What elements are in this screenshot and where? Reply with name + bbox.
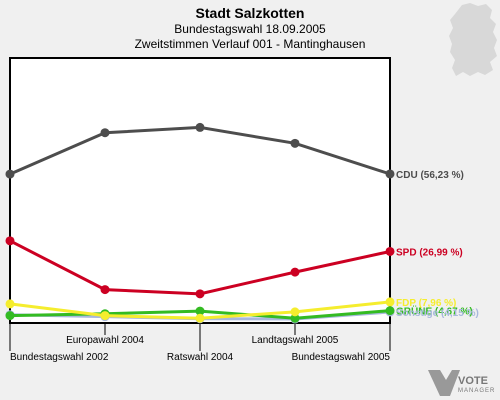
data-point-grüne	[195, 306, 205, 316]
data-point-fdp	[195, 313, 205, 323]
plot-area	[9, 57, 391, 324]
data-point-grüne	[290, 313, 300, 323]
x-tick-label: Bundestagswahl 2002	[10, 352, 109, 363]
data-point-fdp	[290, 307, 300, 317]
series-label-grüne: GRÜNE (4,67 %)	[396, 305, 473, 318]
data-point-spd	[195, 289, 205, 299]
data-point-grüne	[5, 311, 15, 321]
vote-manager-logo-mark	[428, 370, 460, 396]
series-label-spd: SPD (26,99 %)	[396, 247, 463, 258]
series-labels: CDU (56,23 %) SPD (26,99 %) FDP (7,96 %)GR…	[396, 170, 479, 319]
x-tick-label: Landtagswahl 2005	[252, 335, 339, 346]
data-point-cdu	[195, 122, 205, 132]
data-point-fdp	[385, 297, 395, 307]
data-point-spd	[385, 246, 395, 256]
data-point-cdu	[100, 128, 110, 138]
data-point-spd	[100, 285, 110, 295]
data-point-fdp	[100, 311, 110, 321]
germany-map-icon	[449, 3, 497, 76]
series-label-fdp: FDP (7,96 %)	[396, 298, 456, 309]
x-tick-label: Bundestagswahl 2005	[292, 352, 391, 363]
data-point-cdu	[290, 138, 300, 148]
chart-subtitle-date: Bundestagswahl 18.09.2005	[174, 22, 326, 36]
data-point-fdp	[5, 299, 15, 309]
vote-manager-logo-subword: MANAGER	[458, 388, 495, 394]
series-label-sonstige: Sonstige (4,15 %)	[396, 308, 479, 319]
series-lines	[5, 122, 395, 324]
vote-manager-logo-word: VOTE	[458, 375, 488, 387]
x-axis: Bundestagswahl 2002 Europawahl 2004 Ratswa…	[9, 323, 391, 363]
vote-manager-logo: VOTE MANAGER	[428, 370, 495, 396]
data-point-grüne	[385, 306, 395, 316]
data-point-spd	[290, 267, 300, 277]
x-tick-label: Ratswahl 2004	[167, 352, 234, 363]
chart-title: Stadt Salzkotten	[196, 5, 305, 21]
data-point-spd	[5, 236, 15, 246]
series-label-cdu: CDU (56,23 %)	[396, 170, 464, 181]
data-point-cdu	[5, 169, 15, 179]
chart-subtitle-description: Zweitstimmen Verlauf 001 - Mantinghausen	[135, 37, 366, 51]
x-tick-label: Europawahl 2004	[66, 335, 144, 346]
data-point-cdu	[385, 169, 395, 179]
